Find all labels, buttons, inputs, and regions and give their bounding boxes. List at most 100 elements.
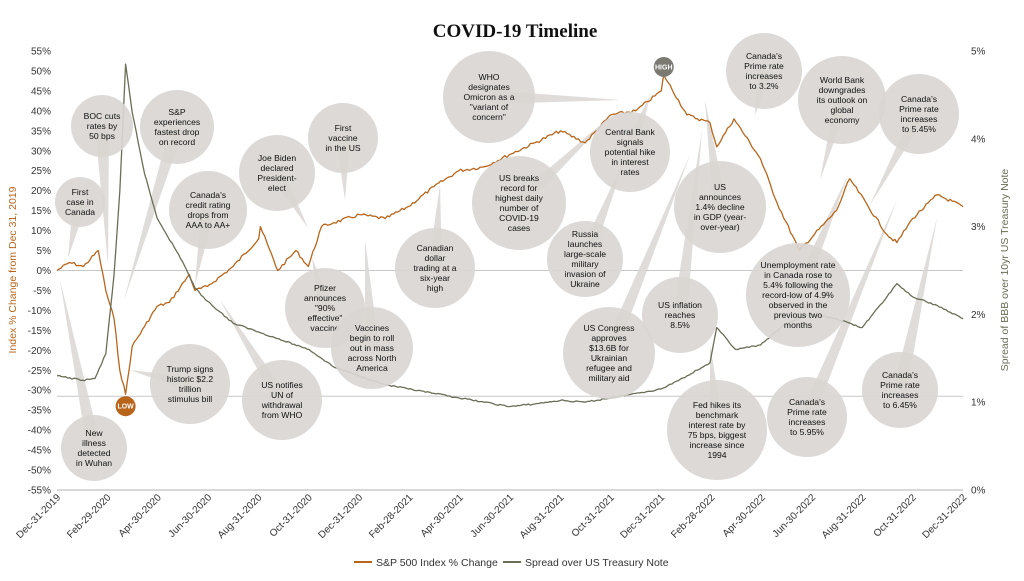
left-tick-label: 45%	[31, 86, 51, 97]
annotation-text: Prime rate	[744, 61, 784, 71]
annotation-text: America	[356, 363, 388, 373]
annotation-text: Joe Biden	[258, 153, 296, 163]
annotation-text: Ukrainian	[591, 353, 628, 363]
annotation-text: economy	[825, 115, 861, 125]
x-tick-label: Aug-31-2020	[216, 492, 265, 541]
annotation-text: Canadian	[417, 243, 454, 253]
annotation-text: record for	[501, 183, 538, 193]
annotation-text: Unemployment rate	[761, 260, 836, 270]
sp500-line	[56, 74, 964, 395]
marker-label: LOW	[117, 404, 134, 411]
x-tick-label: Aug-31-2022	[820, 492, 869, 541]
annotation-text: elect	[268, 183, 287, 193]
annotation-text: WHO	[478, 72, 499, 82]
left-tick-label: -45%	[28, 446, 51, 457]
annotation-text: approves	[591, 333, 626, 343]
annotation-text: from WHO	[262, 410, 303, 420]
x-axis: Dec-31-2019 Feb-29-2020 Apr-30-2020 Jun-30-…	[14, 489, 969, 541]
annotation-text: Prime rate	[899, 104, 939, 114]
annotation-text: in Wuhan	[76, 458, 112, 468]
left-tick-label: -50%	[28, 466, 51, 477]
x-tick-label: Dec-31-2022	[920, 492, 969, 541]
right-tick-label: 1%	[971, 398, 986, 409]
annotation-text: New	[85, 428, 103, 438]
annotation-text: global	[831, 105, 854, 115]
left-axis: 55% 50% 45% 40% 35% 30% 25% 20% 15% 10% 5% 0% -5% -10…	[28, 47, 51, 497]
annotation-text: Pfizer	[314, 283, 336, 293]
annotation-text: First	[335, 123, 352, 133]
left-tick-label: -55%	[28, 486, 51, 497]
annotation-text: "variant of	[470, 102, 509, 112]
left-tick-label: 5%	[37, 246, 52, 257]
annotation-text: US	[714, 182, 726, 192]
annotation-text: signals	[617, 137, 644, 147]
left-tick-label: 35%	[31, 126, 51, 137]
legend: S&P 500 Index % Change Spread over US Tr…	[354, 557, 669, 569]
annotation-text: to 3.2%	[749, 81, 779, 91]
annotation-text: Omicron as a	[463, 92, 514, 102]
annotation-text: reaches	[665, 310, 696, 320]
left-tick-label: 30%	[31, 146, 51, 157]
annotation-text: Prime rate	[880, 380, 920, 390]
annotation-text: vaccine	[310, 323, 339, 333]
left-tick-label: 10%	[31, 226, 51, 237]
annotation-leader	[800, 200, 897, 420]
annotation-text: in Canada rose to	[764, 270, 832, 280]
annotation-text: increase since	[690, 440, 745, 450]
left-axis-label: Index % Change from Dec 31, 2019	[7, 186, 19, 353]
annotation-text: Fed hikes its	[693, 400, 741, 410]
annotation-text: to 5.45%	[902, 124, 936, 134]
annotation-text: President-	[257, 173, 296, 183]
annotation-text: fastest drop	[155, 127, 200, 137]
x-tick-label: Jun-30-2021	[469, 492, 517, 540]
annotation-text: 75 bps, biggest	[688, 430, 747, 440]
legend-label-sp500: S&P 500 Index % Change	[376, 557, 498, 569]
annotation-text: record-low of 4.9%	[762, 290, 834, 300]
annotation-text: highest daily	[495, 193, 543, 203]
annotation-text: in the US	[325, 143, 361, 153]
annotation-text: credit rating	[186, 200, 231, 210]
annotation-text: rates by	[87, 121, 118, 131]
x-tick-label: Feb-29-2020	[65, 492, 114, 541]
left-tick-label: 20%	[31, 186, 51, 197]
annotation-text: military aid	[588, 373, 629, 383]
right-tick-label: 4%	[971, 134, 986, 145]
left-tick-label: 25%	[31, 166, 51, 177]
x-tick-label: Feb-28-2021	[367, 492, 416, 541]
annotation-text: stimulus bill	[168, 394, 213, 404]
annotation-text: large-scale	[564, 249, 606, 259]
high-marker: HIGH	[653, 56, 674, 77]
x-tick-label: Dec-31-2021	[618, 492, 667, 541]
annotation-text: previous two	[774, 310, 822, 320]
annotation-text: 8.5%	[670, 320, 690, 330]
left-tick-label: -25%	[28, 366, 51, 377]
annotation-text: 1994	[707, 450, 726, 460]
left-tick-label: 55%	[31, 47, 51, 58]
annotation-text: experiences	[154, 117, 200, 127]
extreme-markers: HIGH LOW	[115, 56, 674, 417]
annotation-text: withdrawal	[261, 400, 303, 410]
annotation-leader	[124, 124, 184, 300]
left-tick-label: -10%	[28, 306, 51, 317]
annotation-text: Vaccines	[355, 323, 389, 333]
annotation-text: US notifies	[261, 380, 303, 390]
left-tick-label: -15%	[28, 326, 51, 337]
left-tick-label: 15%	[31, 206, 51, 217]
annotation-text: number of	[500, 203, 539, 213]
left-tick-label: -30%	[28, 386, 51, 397]
annotation-bubble: Russialauncheslarge-scalemilitaryinvasio…	[547, 221, 623, 297]
